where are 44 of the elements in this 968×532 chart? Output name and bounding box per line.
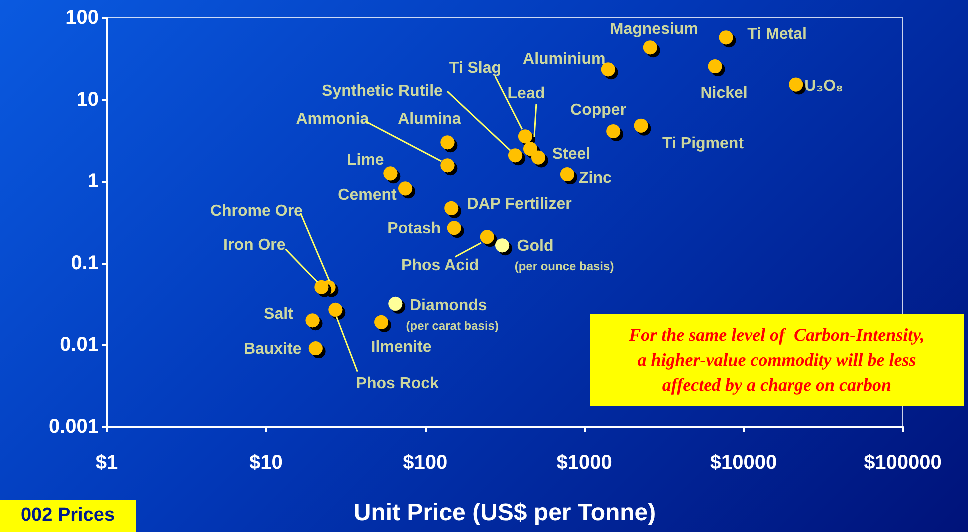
annotation: Ti Pigment [662,135,745,152]
annotation: Synthetic Rutile [322,83,444,100]
annotation: Alumina [398,111,462,128]
annotation: Aluminium [523,51,606,68]
y-tick-label: 0.001 [48,416,99,438]
annotation: Ti Slag [449,60,502,78]
x-tick-label: $10000 [710,452,778,474]
annotation: Chrome Ore [210,202,304,220]
annotation: Iron Ore [224,236,286,254]
annotation: Phos Rock [356,375,440,392]
annotation: Ammonia [296,111,370,128]
annotation: Ti Metal [748,26,807,44]
annotation: Cement [338,187,398,204]
x-axis-title: Unit Price (US$ per Tonne) [354,500,656,526]
annotation: Ilmenite [371,338,432,356]
x-tick-label: $1 [96,452,118,474]
annotation: Zinc [578,170,612,188]
callout-box: For the same level of Carbon-Intensity, a higher-value commodity will be less affected by a charge on carbon [590,314,964,406]
annotation: Phos Acid [402,258,480,275]
annotation: DAP Fertilizer [467,196,572,213]
x-tick-label: $1000 [556,452,612,474]
annotation: Potash [388,220,442,238]
annotation: Diamonds [410,297,488,314]
annotation: (per ounce basis) [514,260,614,274]
annotation: Salt [264,306,294,324]
annotation: Lime [346,152,384,170]
annotation: U₃O₈ [804,78,844,96]
annotation: Lead [508,86,546,103]
x-tick-label: $100000 [864,452,942,474]
y-tick-label: 1 [88,170,99,193]
x-tick-label: $10 [250,452,283,474]
x-tick-label: $100 [403,452,448,474]
y-tick-label: 0.1 [71,252,99,274]
annotation: Steel [552,146,591,164]
annotation: Nickel [700,85,748,102]
annotation: Copper [570,102,627,119]
annotation: Bauxite [244,341,302,358]
y-tick-label: 100 [66,7,99,29]
y-tick-label: 10 [76,88,99,111]
annotation: Magnesium [610,21,698,38]
annotation: (per carat basis) [406,318,499,333]
y-tick-label: 0.01 [60,334,99,356]
annotation: Gold [517,238,554,256]
callout-box: 002 Prices [0,500,136,532]
